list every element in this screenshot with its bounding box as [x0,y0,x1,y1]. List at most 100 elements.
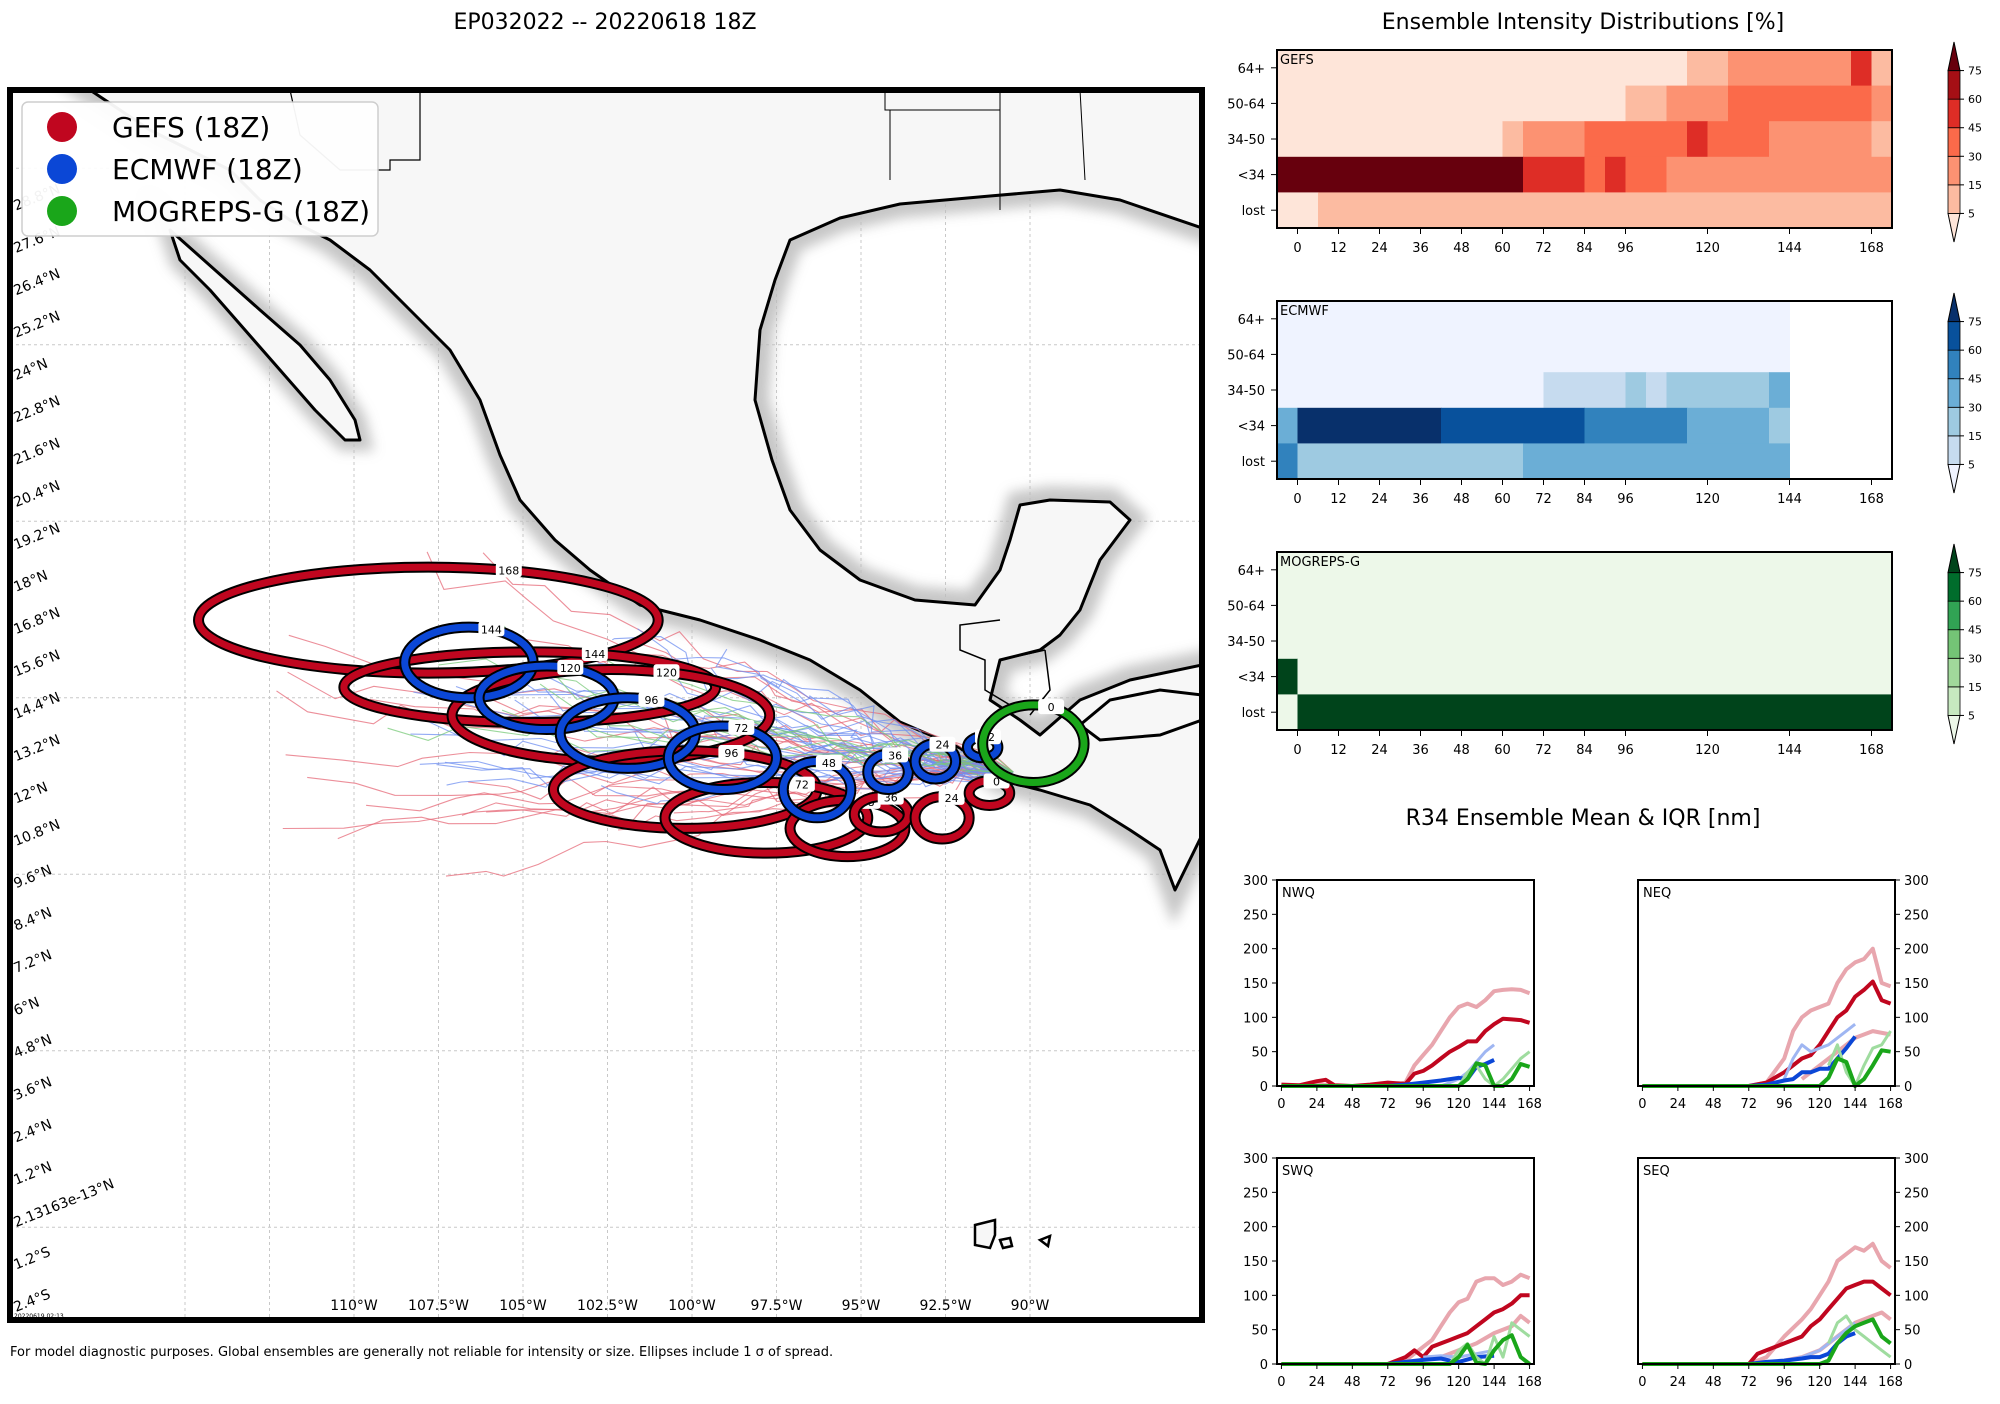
ellipse-label-bg [1038,699,1065,715]
colorbar-segment [1947,98,1961,129]
ytick-label: 300 [1243,874,1268,889]
heatmap-xtick-label: 72 [1535,743,1552,758]
heatmap-cell [1277,407,1298,444]
heatmap-row-label: lost [1242,455,1265,470]
heatmap-xtick-label: 24 [1371,241,1388,256]
ytick-label: 250 [1243,908,1268,923]
series-line [1642,1317,1892,1366]
ytick-label: 100 [1904,1011,1929,1026]
ellipse-label-bg [478,621,505,637]
colorbar-segment [1947,600,1961,631]
legend-label-ecmwf: ECMWF (18Z) [112,153,303,186]
heatmap-xtick-label: 84 [1576,492,1593,507]
xtick-label: 120 [1807,1097,1832,1112]
xtick-label: 168 [1517,1375,1542,1390]
map-legend: GEFS (18Z) ECMWF (18Z) MOGREPS-G (18Z) [21,101,379,237]
colorbar-segment [1947,572,1961,602]
legend-swatch-mogreps [47,196,77,226]
xtick-label: 168 [1878,1375,1903,1390]
heatmap-xtick-label: 84 [1576,743,1593,758]
heatmap-xtick-label: 60 [1494,492,1511,507]
colorbar-tick-label: 45 [1968,373,1982,386]
series-line [1281,1272,1531,1366]
heatmap-xtick-label: 12 [1330,241,1347,256]
spread-ellipse [664,722,780,794]
heatmap-cell [1297,694,1893,731]
colorbar-segment [1947,629,1961,659]
legend-swatch-ecmwf [47,154,77,184]
heatmap-cell [1769,121,1872,158]
heatmap-cell [1666,372,1770,409]
heatmap-title: ECMWF [1280,304,1329,319]
heatmap-xtick-label: 72 [1535,492,1552,507]
panel-background [1638,1158,1895,1364]
longitude-label: 100°W [668,1298,716,1314]
xtick-label: 144 [1482,1097,1507,1112]
series-line [1642,1279,1892,1366]
heatmap-cell [1277,658,1298,695]
longitude-label: 97.5°W [750,1298,802,1314]
colorbar-cap-top [1947,543,1961,574]
heatmap-xtick-label: 84 [1576,241,1593,256]
heatmap-cell [1523,156,1585,193]
heatmap-xtick-label: 48 [1453,492,1470,507]
track-line [684,672,1014,779]
heatmap-cell [1318,192,1893,229]
ytick-label: 250 [1904,908,1929,923]
ellipse-hour-label: 48 [822,757,836,770]
r34-title: R34 Ensemble Mean & IQR [nm] [1406,806,1761,831]
legend-label-gefs: GEFS (18Z) [112,111,270,144]
main-title: EP032022 -- 20220618 18Z [453,10,756,35]
heatmap-cell [1523,121,1585,158]
heatmap-cell [1277,694,1298,731]
xtick-label: 168 [1517,1097,1542,1112]
baja-california [168,228,362,442]
heatmap-row-label: lost [1242,706,1265,721]
ytick-label: 300 [1243,1152,1268,1167]
colorbar-cap-bottom [1947,714,1961,745]
longitude-label: 102.5°W [577,1298,638,1314]
ytick-label: 200 [1243,1221,1268,1236]
heatmap-cell [1277,301,1790,338]
heatmap-cell [1666,85,1729,122]
intensity-heatmaps: 64+ 50-64 34-50 <34 lost GEFS 0 12 24 36 48 60 72 84 9… [1227,41,1982,758]
heatmap-cell [1625,156,1667,193]
colorbar-segment [1947,184,1961,214]
heatmap-title: GEFS [1280,53,1314,68]
series-line [1827,1030,1892,1088]
heatmap-row-label: 34-50 [1227,133,1265,148]
colorbar-cap-top [1947,292,1961,323]
heatmap-cell [1687,407,1770,444]
colorbar-segment [1947,435,1961,465]
xtick-label: 96 [1415,1097,1432,1112]
ellipse-hour-label: 36 [888,749,902,762]
ellipse-hour-label: 120 [656,666,677,679]
longitude-label: 92.5°W [919,1298,971,1314]
ellipse-hour-label: 72 [795,779,809,792]
longitude-label: 107.5°W [408,1298,469,1314]
colorbar-segment [1947,70,1961,100]
xtick-label: 72 [1380,1097,1397,1112]
colorbar-tick-label: 5 [1968,458,1975,471]
ellipse-hour-label: 96 [724,747,738,760]
series-line [1782,1023,1857,1080]
xtick-label: 24 [1670,1097,1687,1112]
ellipse-hour-label: 0 [1048,701,1055,714]
heatmap-cell [1584,407,1688,444]
xtick-label: 24 [1309,1097,1326,1112]
heatmap-cell [1748,121,1770,158]
heatmap-row-label: 64+ [1238,313,1265,328]
heatmap-cell [1297,443,1524,480]
xtick-label: 24 [1670,1375,1687,1390]
xtick-label: 96 [1776,1097,1793,1112]
heatmap-cell [1277,121,1503,158]
r34-panel-swq: SWQ 0 24 48 72 96 120 144 168 0 50 100 150 200 250 300 [1243,1152,1542,1390]
xtick-label: 168 [1878,1097,1903,1112]
heatmap-row-label: 50-64 [1227,97,1265,112]
ellipse-label-bg [929,736,956,752]
ellipse-label-bg [638,691,665,707]
spread-ellipse [979,701,1088,786]
colorbar-segment [1947,378,1961,408]
